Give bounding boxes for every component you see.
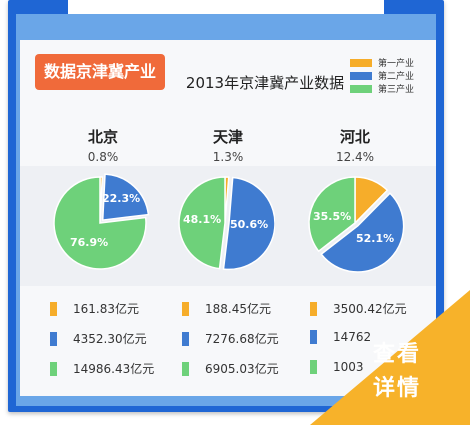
secondary-pct: 22.3% bbox=[102, 192, 141, 205]
primary-pct: 0.8% bbox=[87, 150, 119, 164]
value-row: 7276.68亿元 bbox=[182, 330, 279, 347]
slice-tertiary bbox=[308, 176, 356, 253]
value-text: 3500.42亿元 bbox=[333, 302, 407, 316]
secondary-pct: 52.1% bbox=[356, 232, 395, 245]
view-details-button[interactable]: 查看 详情 bbox=[373, 338, 443, 406]
value-row: 6905.03亿元 bbox=[182, 360, 279, 377]
swatch-secondary bbox=[182, 331, 189, 346]
legend-item: 第二产业 bbox=[350, 69, 414, 82]
legend-item: 第三产业 bbox=[350, 82, 414, 95]
pie-chart-tianjin bbox=[178, 176, 275, 271]
view-details-line2: 详情 bbox=[373, 376, 422, 401]
swatch-secondary bbox=[310, 330, 317, 344]
primary-pct: 1.3% bbox=[212, 150, 244, 164]
legend-label: 第三产业 bbox=[378, 85, 415, 95]
tertiary-pct: 48.1% bbox=[183, 213, 222, 226]
chart-title: 2013年京津冀产业数据 bbox=[185, 74, 345, 92]
swatch-tertiary bbox=[50, 361, 57, 376]
legend-swatch bbox=[350, 71, 372, 80]
slice-secondary bbox=[222, 176, 275, 271]
legend-item: 第一产业 bbox=[350, 56, 414, 69]
value-row: 14986.43亿元 bbox=[50, 360, 154, 377]
legend-label: 第二产业 bbox=[378, 72, 415, 82]
region-name-hebei: 河北 bbox=[339, 128, 370, 146]
top-strip bbox=[68, 0, 384, 14]
slice-secondary bbox=[101, 173, 150, 221]
value-text: 14762 bbox=[333, 330, 372, 344]
value-row: 188.45亿元 bbox=[182, 300, 271, 317]
value-row: 1003 bbox=[310, 360, 364, 374]
swatch-tertiary bbox=[182, 361, 189, 376]
legend-label: 第一产业 bbox=[378, 59, 415, 69]
value-text: 7276.68亿元 bbox=[205, 332, 279, 346]
legend: 第一产业 第二产业 第三产业 bbox=[350, 56, 414, 95]
pie-chart-beijing bbox=[53, 173, 150, 270]
view-details-line1: 查看 bbox=[373, 342, 422, 367]
secondary-pct: 50.6% bbox=[230, 218, 269, 231]
tertiary-pct: 35.5% bbox=[313, 210, 352, 223]
slice-secondary bbox=[320, 192, 405, 273]
region-name-beijing: 北京 bbox=[87, 128, 118, 146]
value-row: 4352.30亿元 bbox=[50, 330, 147, 347]
legend-swatch bbox=[350, 84, 372, 93]
slice-tertiary bbox=[178, 176, 226, 270]
swatch-primary bbox=[182, 301, 189, 316]
swatch-primary bbox=[50, 301, 57, 316]
slice-tertiary bbox=[53, 176, 147, 270]
section-badge: 数据京津冀产业 bbox=[35, 54, 165, 90]
tertiary-pct: 76.9% bbox=[70, 236, 109, 249]
value-text: 1003 bbox=[333, 360, 364, 374]
value-text: 188.45亿元 bbox=[205, 302, 271, 316]
value-row: 3500.42亿元 bbox=[310, 300, 407, 317]
swatch-primary bbox=[310, 301, 317, 316]
primary-pct: 12.4% bbox=[335, 150, 375, 164]
value-row: 14762 bbox=[310, 330, 371, 344]
value-text: 161.83亿元 bbox=[73, 302, 139, 316]
value-text: 14986.43亿元 bbox=[73, 362, 155, 376]
region-name-tianjin: 天津 bbox=[212, 128, 243, 146]
value-text: 4352.30亿元 bbox=[73, 332, 147, 346]
pie-chart-hebei bbox=[308, 176, 405, 273]
value-row: 161.83亿元 bbox=[50, 300, 139, 317]
swatch-secondary bbox=[50, 331, 57, 346]
value-text: 6905.03亿元 bbox=[205, 362, 279, 376]
swatch-tertiary bbox=[310, 360, 317, 374]
legend-swatch bbox=[350, 58, 372, 67]
